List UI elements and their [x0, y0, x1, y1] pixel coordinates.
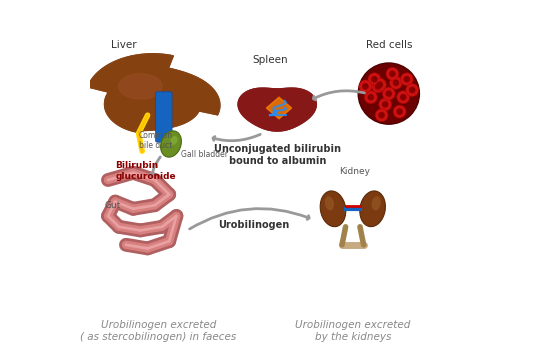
Ellipse shape [170, 136, 178, 145]
Circle shape [393, 105, 406, 118]
Circle shape [382, 101, 388, 108]
FancyArrowPatch shape [190, 208, 309, 229]
Text: Urobilinogen: Urobilinogen [218, 220, 289, 230]
Circle shape [376, 81, 383, 88]
FancyArrowPatch shape [213, 134, 260, 141]
Ellipse shape [360, 191, 386, 227]
Circle shape [382, 87, 395, 100]
Circle shape [400, 73, 413, 86]
Circle shape [358, 63, 420, 124]
Circle shape [371, 76, 377, 82]
Circle shape [400, 94, 407, 100]
FancyArrowPatch shape [150, 157, 160, 176]
Circle shape [362, 83, 369, 90]
Text: Gut: Gut [104, 201, 121, 210]
Circle shape [372, 80, 384, 93]
Circle shape [375, 83, 381, 90]
Polygon shape [266, 97, 292, 119]
Circle shape [396, 108, 403, 115]
Circle shape [368, 94, 374, 100]
Text: Bilirubin
glucuronide: Bilirubin glucuronide [115, 161, 176, 181]
FancyArrowPatch shape [314, 91, 364, 100]
Polygon shape [87, 54, 220, 132]
Circle shape [386, 67, 399, 80]
Ellipse shape [320, 191, 346, 227]
Ellipse shape [372, 196, 381, 211]
Polygon shape [238, 88, 316, 131]
Circle shape [359, 80, 372, 93]
Circle shape [403, 76, 410, 82]
Circle shape [379, 98, 392, 111]
Polygon shape [119, 74, 162, 99]
Text: Red cells: Red cells [366, 40, 412, 50]
Polygon shape [238, 88, 316, 131]
Circle shape [386, 90, 392, 97]
Circle shape [364, 91, 377, 104]
Text: Urobilinogen excreted
by the kidneys: Urobilinogen excreted by the kidneys [295, 320, 410, 342]
Circle shape [389, 71, 396, 77]
Circle shape [409, 87, 415, 93]
Circle shape [373, 78, 386, 91]
Text: Gall bladder: Gall bladder [181, 150, 228, 159]
FancyBboxPatch shape [156, 92, 172, 142]
Text: Urobilinogen excreted
( as stercobilinogen) in faeces: Urobilinogen excreted ( as stercobilinog… [80, 320, 237, 342]
Ellipse shape [160, 131, 181, 157]
Circle shape [368, 73, 381, 86]
Circle shape [397, 91, 410, 104]
Text: Unconjugated bilirubin
bound to albumin: Unconjugated bilirubin bound to albumin [214, 144, 341, 166]
Text: Spleen: Spleen [252, 55, 288, 65]
Circle shape [389, 76, 402, 89]
Ellipse shape [325, 196, 334, 211]
Text: Common
bile duct: Common bile duct [139, 131, 173, 150]
Circle shape [393, 80, 399, 86]
Circle shape [379, 112, 385, 118]
Text: Kidney: Kidney [339, 167, 370, 176]
Polygon shape [87, 54, 220, 132]
Circle shape [375, 109, 388, 122]
Circle shape [406, 84, 419, 96]
Text: Liver: Liver [111, 40, 137, 50]
